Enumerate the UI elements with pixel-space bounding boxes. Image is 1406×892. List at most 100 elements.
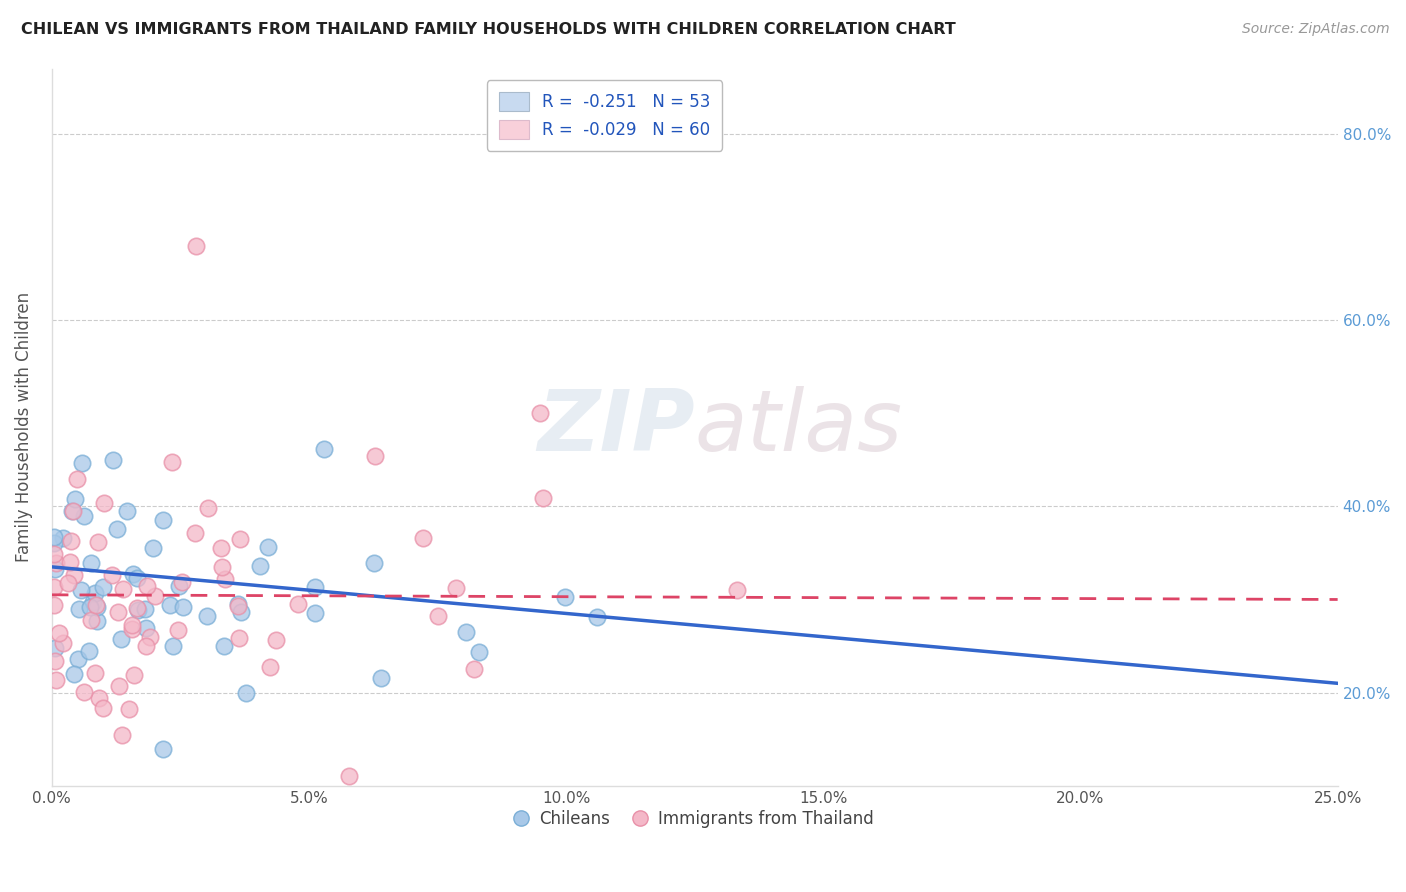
Point bbox=[79, 600, 101, 615]
Point bbox=[184, 238, 207, 252]
Point bbox=[52, 531, 75, 545]
Point bbox=[363, 449, 385, 463]
Point bbox=[363, 556, 385, 570]
Y-axis label: Family Households with Children: Family Households with Children bbox=[15, 292, 32, 562]
Point bbox=[67, 601, 90, 615]
Point bbox=[197, 501, 219, 516]
Point bbox=[107, 605, 129, 619]
Point bbox=[426, 609, 449, 624]
Point bbox=[66, 472, 89, 486]
Point bbox=[62, 504, 84, 518]
Point bbox=[228, 532, 250, 546]
Point bbox=[122, 567, 145, 582]
Point bbox=[259, 659, 281, 673]
Point bbox=[235, 686, 257, 700]
Point bbox=[59, 534, 82, 549]
Point bbox=[110, 632, 132, 646]
Point bbox=[142, 541, 165, 556]
Point bbox=[111, 728, 134, 742]
Point bbox=[463, 662, 485, 676]
Point bbox=[166, 623, 188, 637]
Point bbox=[135, 639, 157, 653]
Point bbox=[264, 633, 287, 648]
Point bbox=[84, 599, 107, 613]
Point bbox=[725, 583, 748, 598]
Point bbox=[586, 610, 609, 624]
Point bbox=[44, 562, 66, 576]
Point bbox=[287, 598, 309, 612]
Point bbox=[60, 504, 83, 518]
Point bbox=[412, 531, 434, 545]
Point bbox=[82, 595, 104, 609]
Point bbox=[160, 454, 183, 468]
Point bbox=[89, 691, 111, 706]
Point bbox=[44, 581, 66, 595]
Point bbox=[136, 579, 159, 593]
Point bbox=[456, 625, 478, 640]
Point bbox=[184, 525, 207, 540]
Point bbox=[80, 556, 103, 570]
Point bbox=[101, 568, 124, 582]
Point bbox=[111, 582, 134, 597]
Point bbox=[108, 679, 131, 693]
Point bbox=[44, 654, 66, 668]
Point bbox=[73, 509, 96, 524]
Point bbox=[337, 769, 360, 783]
Point bbox=[83, 666, 105, 681]
Point bbox=[83, 585, 105, 599]
Point bbox=[257, 540, 280, 554]
Point bbox=[195, 609, 218, 624]
Point bbox=[44, 530, 66, 544]
Point bbox=[531, 491, 554, 505]
Point bbox=[167, 579, 190, 593]
Point bbox=[468, 645, 491, 659]
Point bbox=[93, 495, 115, 509]
Point bbox=[80, 613, 103, 627]
Point bbox=[56, 576, 79, 591]
Point bbox=[370, 671, 392, 685]
Point bbox=[228, 631, 250, 645]
Point bbox=[73, 685, 96, 699]
Point bbox=[59, 555, 82, 569]
Point bbox=[122, 668, 145, 682]
Point bbox=[135, 621, 157, 635]
Point bbox=[103, 452, 125, 467]
Text: ZIP: ZIP bbox=[537, 385, 695, 468]
Point bbox=[444, 581, 467, 595]
Point bbox=[86, 614, 108, 628]
Point bbox=[143, 589, 166, 603]
Point bbox=[91, 580, 114, 594]
Point bbox=[226, 599, 249, 613]
Point bbox=[211, 559, 233, 574]
Point bbox=[48, 625, 70, 640]
Point bbox=[70, 456, 93, 470]
Point bbox=[314, 442, 336, 457]
Point bbox=[52, 636, 75, 650]
Point bbox=[139, 630, 162, 644]
Point bbox=[115, 504, 138, 518]
Point bbox=[86, 600, 108, 615]
Point bbox=[91, 701, 114, 715]
Point bbox=[159, 599, 181, 613]
Point bbox=[214, 573, 236, 587]
Point bbox=[44, 599, 66, 613]
Point bbox=[70, 582, 93, 597]
Point bbox=[125, 571, 148, 585]
Point bbox=[209, 541, 232, 555]
Point bbox=[249, 558, 271, 573]
Legend: Chileans, Immigrants from Thailand: Chileans, Immigrants from Thailand bbox=[509, 804, 880, 835]
Point bbox=[63, 567, 86, 582]
Point bbox=[121, 617, 143, 632]
Point bbox=[44, 547, 66, 561]
Point bbox=[172, 600, 194, 615]
Point bbox=[152, 742, 174, 756]
Text: Source: ZipAtlas.com: Source: ZipAtlas.com bbox=[1241, 22, 1389, 37]
Point bbox=[134, 602, 156, 616]
Point bbox=[304, 606, 326, 620]
Point bbox=[170, 574, 193, 589]
Point bbox=[67, 652, 90, 666]
Point bbox=[105, 523, 128, 537]
Point bbox=[118, 702, 141, 716]
Point bbox=[121, 622, 143, 636]
Point bbox=[44, 641, 66, 656]
